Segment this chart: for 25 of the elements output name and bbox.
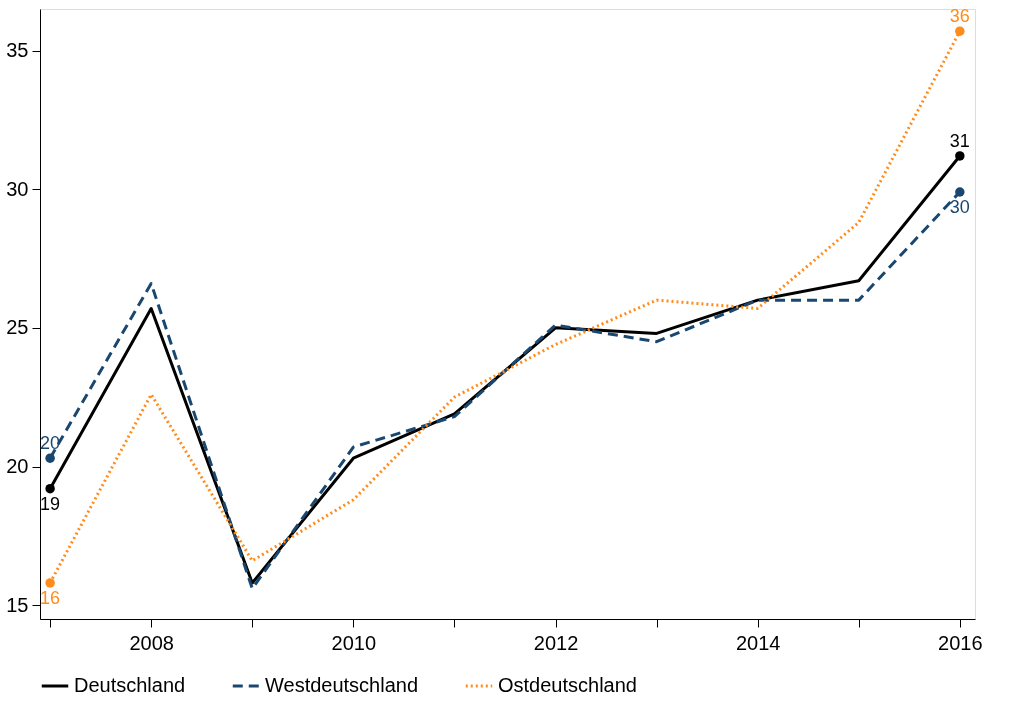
- data-label: 19: [40, 493, 61, 514]
- x-tick-label: 2010: [331, 631, 377, 654]
- y-tick-label: 30: [6, 177, 29, 200]
- data-label: 30: [949, 197, 970, 217]
- data-label: 36: [949, 6, 970, 27]
- point: [45, 578, 55, 588]
- point: [955, 187, 965, 197]
- legend-label: Deutschland: [74, 674, 186, 696]
- point: [955, 26, 965, 36]
- legend-label: Westdeutschland: [265, 674, 419, 696]
- x-tick-label: 2012: [533, 631, 579, 654]
- y-tick-label: 25: [6, 316, 29, 339]
- point: [45, 483, 55, 494]
- data-label: 16: [40, 587, 61, 608]
- x-tick-label: 2014: [735, 631, 781, 654]
- x-tick-label: 2008: [129, 631, 174, 654]
- y-tick-label: 35: [6, 39, 29, 62]
- x-tick-label: 2016: [938, 631, 983, 654]
- point: [955, 151, 965, 161]
- legend-label: Ostdeutschland: [498, 674, 637, 696]
- data-label: 31: [949, 130, 970, 151]
- y-tick-label: 15: [6, 593, 29, 616]
- point: [45, 453, 55, 463]
- data-label: 20: [40, 433, 61, 454]
- y-tick-label: 20: [6, 455, 29, 477]
